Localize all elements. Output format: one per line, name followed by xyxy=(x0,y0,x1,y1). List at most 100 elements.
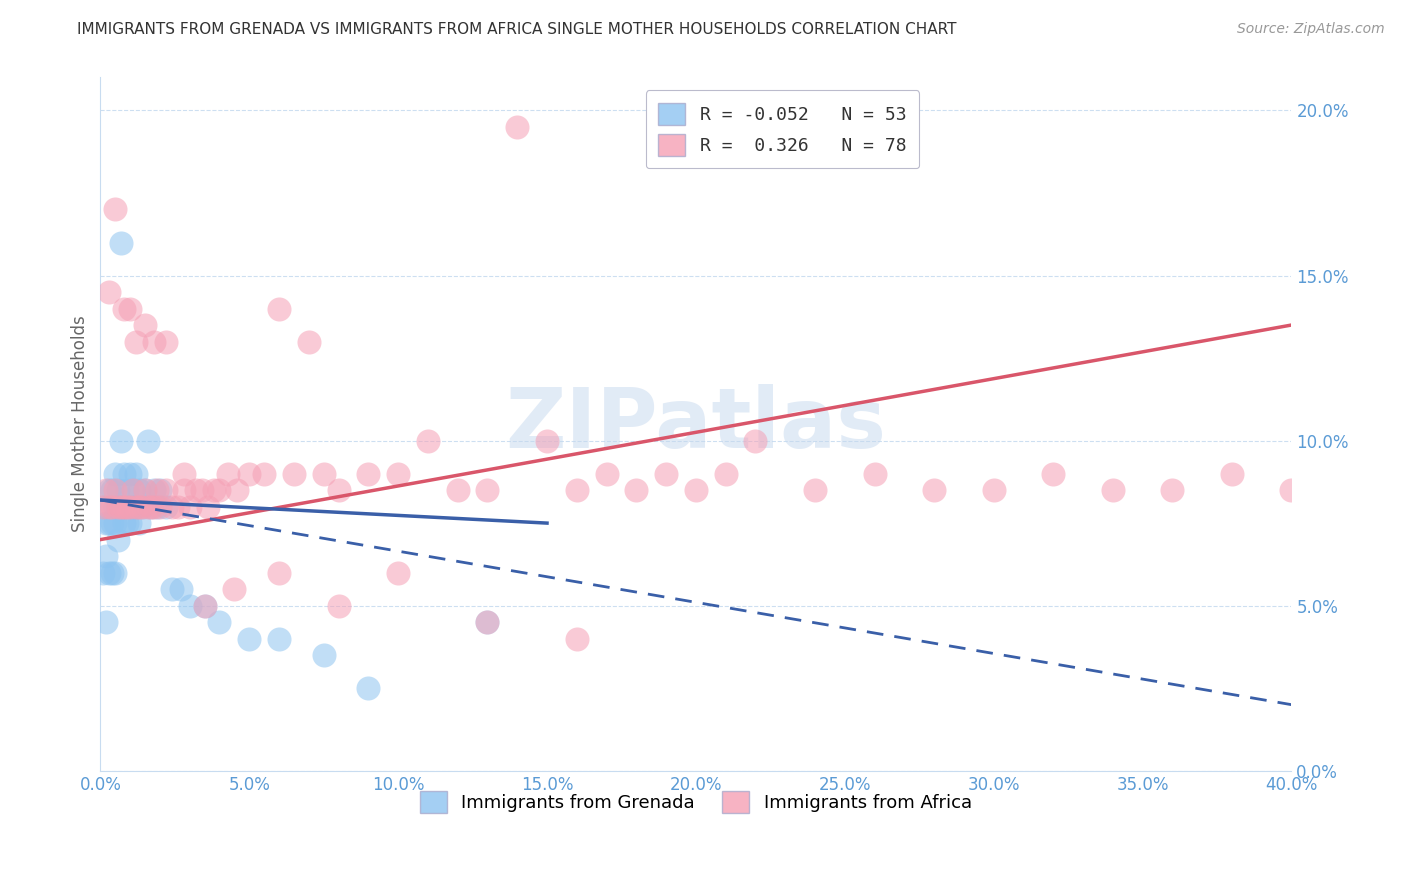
Point xyxy=(98,516,121,530)
Point xyxy=(96,615,118,629)
Point xyxy=(387,467,409,481)
Point xyxy=(179,500,201,514)
Point xyxy=(131,500,153,514)
Point xyxy=(312,467,335,481)
Point xyxy=(120,301,142,316)
Point xyxy=(298,334,321,349)
Point xyxy=(387,566,409,580)
Point xyxy=(107,500,129,514)
Point xyxy=(112,516,135,530)
Point xyxy=(226,483,249,497)
Point xyxy=(224,582,246,596)
Point xyxy=(744,434,766,448)
Point xyxy=(112,500,135,514)
Point xyxy=(1101,483,1123,497)
Point xyxy=(155,334,177,349)
Point xyxy=(173,467,195,481)
Point xyxy=(128,483,150,497)
Point xyxy=(139,500,162,514)
Point xyxy=(96,516,118,530)
Point xyxy=(131,500,153,514)
Point xyxy=(104,202,127,217)
Point xyxy=(91,500,114,514)
Point xyxy=(477,615,499,629)
Point xyxy=(107,483,129,497)
Point xyxy=(536,434,558,448)
Point xyxy=(120,500,142,514)
Point xyxy=(983,483,1005,497)
Point xyxy=(120,516,142,530)
Point xyxy=(416,434,439,448)
Point xyxy=(101,566,124,580)
Point xyxy=(104,483,127,497)
Point xyxy=(149,500,172,514)
Point xyxy=(267,566,290,580)
Point xyxy=(312,648,335,662)
Point xyxy=(91,566,114,580)
Point xyxy=(170,582,193,596)
Point xyxy=(253,467,276,481)
Point xyxy=(1161,483,1184,497)
Point xyxy=(197,500,219,514)
Point xyxy=(128,500,150,514)
Point xyxy=(107,533,129,547)
Point xyxy=(447,483,470,497)
Point xyxy=(101,516,124,530)
Point xyxy=(328,599,350,613)
Point xyxy=(922,483,945,497)
Point xyxy=(142,483,165,497)
Point xyxy=(122,500,145,514)
Point xyxy=(208,615,231,629)
Point xyxy=(98,483,121,497)
Point xyxy=(98,500,121,514)
Point xyxy=(194,599,217,613)
Point xyxy=(217,467,239,481)
Point xyxy=(506,120,529,134)
Point xyxy=(142,334,165,349)
Point xyxy=(173,483,195,497)
Point xyxy=(134,318,156,332)
Point xyxy=(115,516,138,530)
Point xyxy=(110,434,132,448)
Point xyxy=(190,483,212,497)
Point xyxy=(107,500,129,514)
Point xyxy=(238,632,260,646)
Point xyxy=(714,467,737,481)
Point xyxy=(136,500,159,514)
Point xyxy=(357,681,380,695)
Point xyxy=(112,301,135,316)
Point xyxy=(110,500,132,514)
Point xyxy=(110,500,132,514)
Point xyxy=(146,483,169,497)
Point xyxy=(112,467,135,481)
Point xyxy=(125,500,148,514)
Point xyxy=(125,467,148,481)
Point xyxy=(1042,467,1064,481)
Point xyxy=(565,483,588,497)
Point xyxy=(96,549,118,563)
Point xyxy=(146,500,169,514)
Legend: Immigrants from Grenada, Immigrants from Africa: Immigrants from Grenada, Immigrants from… xyxy=(409,780,983,824)
Point xyxy=(184,483,207,497)
Point xyxy=(120,467,142,481)
Point xyxy=(112,500,135,514)
Point xyxy=(104,500,127,514)
Point xyxy=(194,599,217,613)
Point xyxy=(134,483,156,497)
Text: Source: ZipAtlas.com: Source: ZipAtlas.com xyxy=(1237,22,1385,37)
Point xyxy=(104,467,127,481)
Point xyxy=(208,483,231,497)
Point xyxy=(626,483,648,497)
Point xyxy=(655,467,678,481)
Point xyxy=(120,500,142,514)
Point xyxy=(477,615,499,629)
Point xyxy=(115,483,138,497)
Point xyxy=(128,516,150,530)
Point xyxy=(122,483,145,497)
Point xyxy=(149,483,172,497)
Point xyxy=(477,483,499,497)
Point xyxy=(685,483,707,497)
Point xyxy=(267,301,290,316)
Point xyxy=(104,566,127,580)
Point xyxy=(98,566,121,580)
